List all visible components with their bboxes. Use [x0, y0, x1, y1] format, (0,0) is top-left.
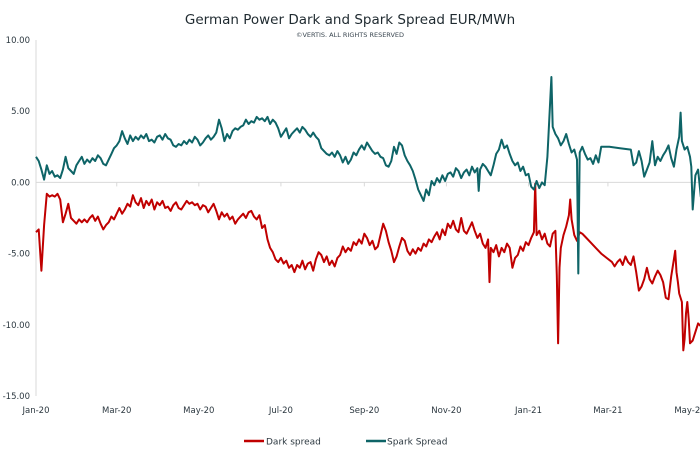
x-tick-label: May-20 [183, 406, 214, 416]
legend: Dark spread Spark Spread [244, 438, 447, 448]
legend-label-spark-spread: Spark Spread [387, 438, 447, 448]
x-axis-ticks: Jan-20 Mar-20 May-20 Jul-20 Sep-20 Nov-20 Jan-… [22, 182, 700, 416]
y-tick-label: -10.00 [3, 321, 30, 331]
legend-label-dark-spread: Dark spread [266, 438, 321, 448]
x-tick-label: Jan-21 [514, 406, 542, 416]
chart-subtitle: ©VERTIS. ALL RIGHTS RESERVED [296, 31, 404, 39]
series-line-dark-spread [35, 182, 700, 352]
x-tick-label: May-21 [674, 406, 700, 416]
x-tick-label: Sep-20 [349, 406, 379, 416]
y-tick-label: 5.00 [11, 107, 30, 117]
y-axis-ticks: 10.00 5.00 0.00 -5.00 -10.00 -15.00 [3, 36, 30, 402]
x-tick-label: Mar-20 [102, 406, 131, 416]
x-tick-label: Jan-20 [22, 406, 50, 416]
y-tick-label: -15.00 [3, 392, 30, 402]
y-tick-label: 10.00 [6, 36, 30, 46]
series-layer [35, 76, 700, 352]
series-line-spark-spread [35, 76, 700, 275]
y-tick-label: -5.00 [8, 250, 30, 260]
x-tick-label: Mar-21 [593, 406, 622, 416]
chart-title: German Power Dark and Spark Spread EUR/M… [185, 12, 515, 28]
y-tick-label: 0.00 [11, 178, 30, 188]
x-tick-label: Nov-20 [431, 406, 461, 416]
x-tick-label: Jul-20 [268, 406, 293, 416]
